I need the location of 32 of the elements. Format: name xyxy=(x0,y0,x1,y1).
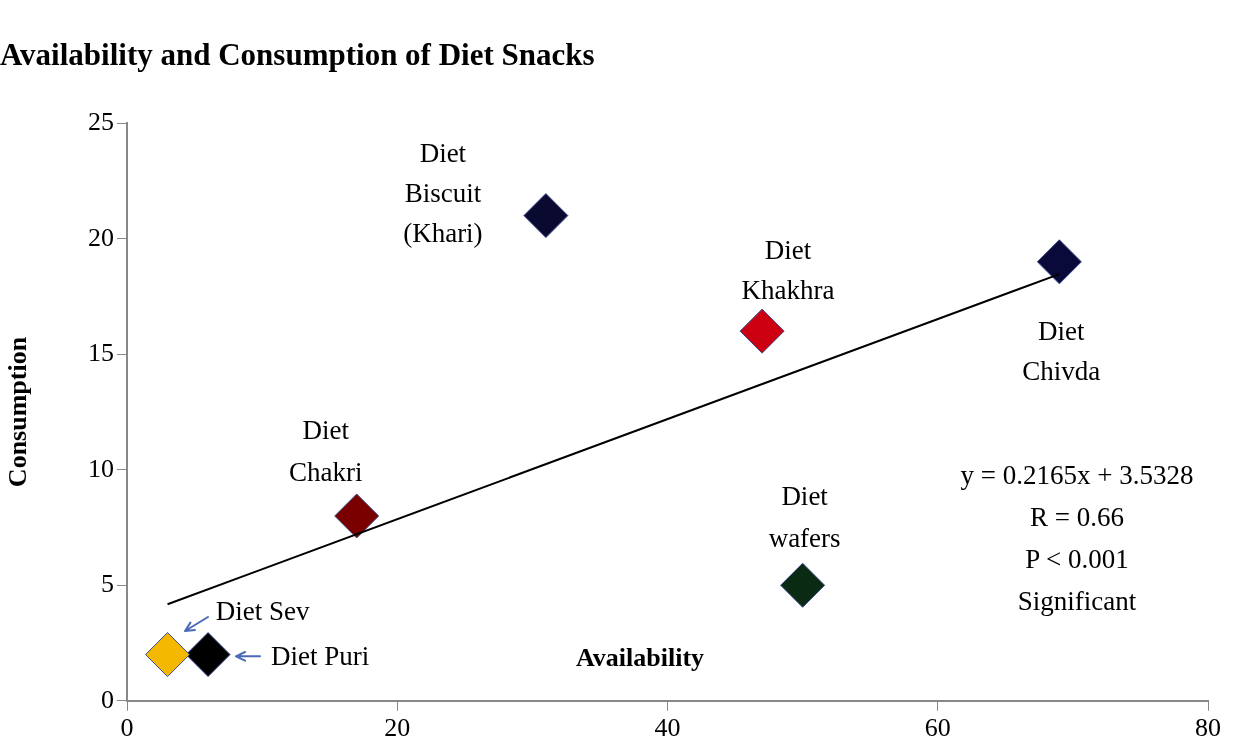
series-label: Diet Puri xyxy=(270,640,370,671)
series-label: Diet Khakhra xyxy=(741,235,835,306)
y-tick-label: 0 xyxy=(101,684,114,714)
x-tick-label: 60 xyxy=(924,713,951,743)
point xyxy=(739,308,785,354)
y-tick-label: 5 xyxy=(101,569,114,599)
point xyxy=(334,493,380,539)
annotation: Significant xyxy=(1017,586,1137,617)
point xyxy=(185,632,231,678)
y-axis-title: Consumption xyxy=(3,336,33,488)
point xyxy=(523,193,569,239)
series-label: Diet Biscuit (Khari) xyxy=(403,137,483,248)
y-tick-label: 20 xyxy=(88,222,114,252)
series-label: Diet wafers xyxy=(768,481,841,554)
y-tick-label: 25 xyxy=(88,107,114,137)
annotation: P < 0.001 xyxy=(1025,544,1129,575)
series-label: Diet Chakri xyxy=(288,415,363,488)
series-label: Diet Chivda xyxy=(1022,315,1101,386)
annotation: R = 0.66 xyxy=(1030,502,1124,533)
x-tick-label: 0 xyxy=(120,713,134,743)
series-label: Diet Sev xyxy=(215,595,310,626)
point xyxy=(1036,239,1082,285)
annotation: y = 0.2165x + 3.5328 xyxy=(960,460,1194,491)
x-tick-label: 20 xyxy=(384,713,411,743)
x-tick-label: 80 xyxy=(1195,713,1221,743)
x-tick-label: 40 xyxy=(654,713,681,743)
point xyxy=(780,562,826,608)
chart-title: Availability and Consumption of Diet Snacks xyxy=(0,36,595,72)
point xyxy=(145,632,191,678)
y-tick-label: 15 xyxy=(88,338,114,368)
y-tick-label: 10 xyxy=(88,453,114,483)
x-axis-title: Availability xyxy=(575,642,705,672)
